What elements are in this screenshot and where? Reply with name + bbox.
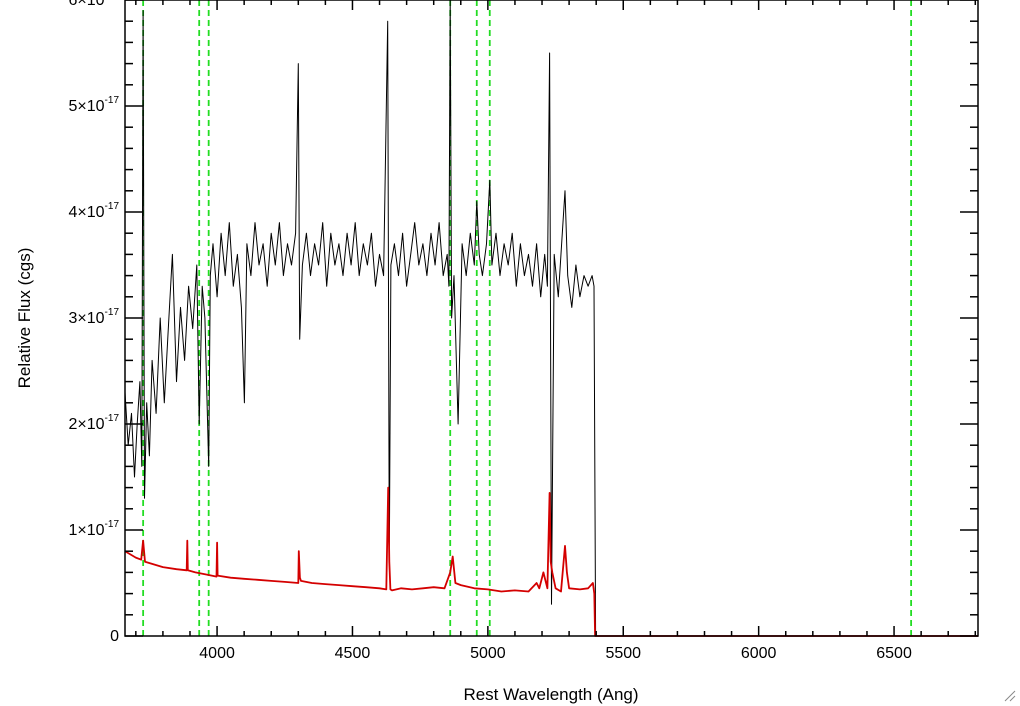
x-tick-label: 6000 <box>741 645 777 662</box>
x-axis-label: Rest Wavelength (Ang) <box>463 685 638 704</box>
x-tick-label: 5500 <box>605 645 641 662</box>
x-tick-label: 4500 <box>335 645 371 662</box>
series-layer <box>124 0 978 637</box>
y-tick-label: 5×10-17 <box>69 95 120 115</box>
y-tick-label: 0 <box>110 628 119 645</box>
y-tick-label: 6×10-17 <box>69 0 120 9</box>
resize-grip-icon[interactable] <box>1002 688 1016 702</box>
y-tick-label: 2×10-17 <box>69 413 120 433</box>
y-tick-label: 3×10-17 <box>69 307 120 327</box>
y-tick-label: 1×10-17 <box>69 519 120 539</box>
x-tick-label: 6500 <box>876 645 912 662</box>
reference-lines <box>142 0 913 636</box>
y-axis-label: Relative Flux (cgs) <box>15 248 34 389</box>
axis-ticks <box>125 0 978 637</box>
x-tick-label: 5000 <box>470 645 506 662</box>
y-tick-label: 4×10-17 <box>69 201 120 221</box>
x-tick-label: 4000 <box>199 645 235 662</box>
series-line-1 <box>124 486 978 637</box>
series-line-0 <box>124 0 978 637</box>
tick-labels: 4000 4500 5000 5500 6000 6500 0 1×10-17 2×10-17 3… <box>69 0 912 662</box>
